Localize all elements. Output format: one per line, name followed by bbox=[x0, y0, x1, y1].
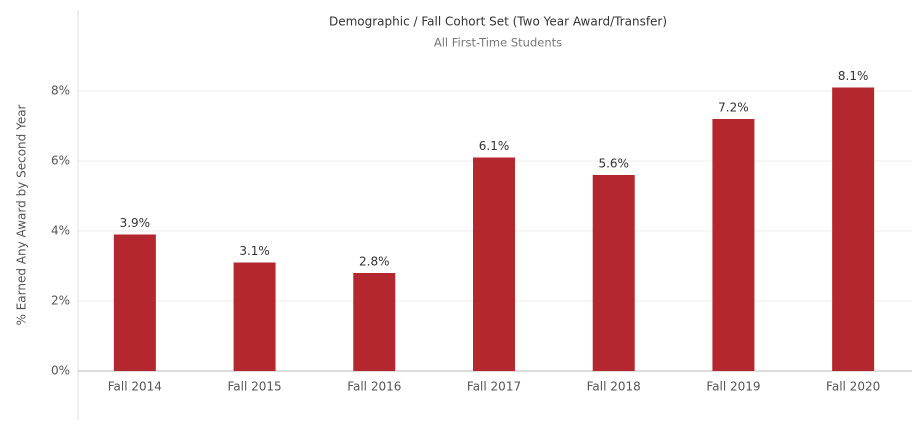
chart-title: Demographic / Fall Cohort Set (Two Year … bbox=[329, 15, 667, 29]
y-tick-label: 2% bbox=[51, 294, 70, 308]
x-tick-label: Fall 2015 bbox=[227, 380, 281, 394]
x-tick-label: Fall 2016 bbox=[347, 380, 401, 394]
bar bbox=[832, 87, 875, 371]
y-tick-label: 0% bbox=[51, 364, 70, 378]
y-tick-label: 4% bbox=[51, 224, 70, 238]
data-label: 5.6% bbox=[598, 157, 629, 171]
chart-subtitle: All First-Time Students bbox=[434, 36, 562, 50]
x-tick-label: Fall 2014 bbox=[108, 380, 162, 394]
bar bbox=[712, 119, 755, 371]
data-label: 6.1% bbox=[479, 139, 510, 153]
x-tick-label: Fall 2019 bbox=[706, 380, 760, 394]
y-tick-label: 6% bbox=[51, 154, 70, 168]
data-label: 3.9% bbox=[120, 216, 151, 230]
y-tick-label: 8% bbox=[51, 84, 70, 98]
bar bbox=[353, 273, 396, 371]
x-tick-label: Fall 2020 bbox=[826, 380, 880, 394]
bar bbox=[233, 262, 276, 371]
x-tick-label: Fall 2017 bbox=[467, 380, 521, 394]
data-label: 2.8% bbox=[359, 255, 390, 269]
bar bbox=[473, 157, 515, 371]
bar bbox=[113, 234, 156, 371]
data-label: 7.2% bbox=[718, 101, 749, 115]
x-tick-label: Fall 2018 bbox=[587, 380, 641, 394]
data-label: 8.1% bbox=[838, 69, 869, 83]
data-label: 3.1% bbox=[239, 244, 270, 258]
bar bbox=[592, 175, 635, 371]
y-axis-label: % Earned Any Award by Second Year bbox=[15, 104, 29, 325]
